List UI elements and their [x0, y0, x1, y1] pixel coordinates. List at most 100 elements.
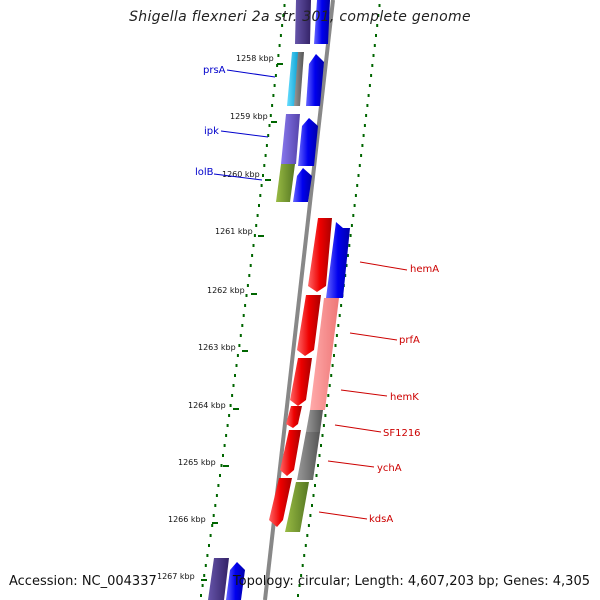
left-guide-rail-dot	[271, 104, 274, 107]
label-leader	[213, 173, 263, 181]
tick-label: 1264 kbp	[188, 401, 226, 410]
gene-block	[295, 0, 311, 44]
label-leader	[349, 332, 398, 341]
left-guide-rail-dot	[214, 504, 217, 507]
right-guide-rail-dot	[367, 94, 370, 97]
left-guide-rail-dot	[279, 34, 282, 37]
right-guide-rail-dot	[328, 384, 331, 387]
gene-label-SF1216[interactable]: SF1216	[383, 428, 421, 439]
right-guide-rail-dot	[311, 504, 313, 507]
left-guide-rail-dot	[209, 534, 212, 537]
gene-block	[285, 482, 309, 532]
right-guide-rail-dot	[370, 74, 373, 77]
left-guide-rail-dot	[256, 214, 259, 217]
right-gene-labels: hemA prfA hemK SF1216 ychA kdsA	[318, 261, 439, 525]
left-guide-rail-dot	[206, 554, 209, 557]
left-guide-rail-dot	[231, 394, 234, 397]
right-guide-rail-dot	[307, 524, 310, 527]
tick-label: 1261 kbp	[215, 227, 253, 236]
left-guide-rail-dot	[241, 324, 244, 327]
gene-block	[297, 432, 320, 480]
right-guide-rail-dot	[345, 264, 348, 267]
gene-block	[226, 562, 245, 600]
right-guide-rail-dot	[315, 474, 318, 477]
gene-label-ychA[interactable]: ychA	[377, 463, 402, 474]
left-guide-rail-dot	[251, 254, 254, 257]
right-guide-rail-dot	[312, 494, 315, 497]
accession-text: Accession: NC_004337	[9, 574, 157, 589]
gene-block	[286, 406, 302, 428]
left-guide-rail-dot	[217, 484, 220, 487]
gene-block	[290, 358, 312, 406]
gene-block	[280, 430, 301, 476]
tick-label: 1259 kbp	[230, 112, 268, 121]
gene-label-kdsA[interactable]: kdsA	[369, 514, 393, 525]
right-guide-rail-dot	[331, 364, 334, 367]
right-guide-rail-dot	[362, 134, 365, 137]
gene-label-ipk[interactable]: ipk	[204, 126, 219, 137]
right-guide-rail-dot	[371, 64, 374, 67]
gene-label-hemA[interactable]: hemA	[410, 264, 439, 275]
right-guide-rail-dot	[372, 54, 375, 57]
left-guide-rail-dot	[282, 14, 285, 17]
tick-label: 1258 kbp	[236, 54, 274, 63]
left-guide-rail-dot	[200, 594, 202, 597]
left-guide-rail-dot	[255, 224, 258, 227]
tick-label: 1267 kbp	[157, 572, 195, 581]
left-guide-rail-dot	[264, 154, 267, 157]
gene-label-lolB[interactable]: lolB	[195, 167, 214, 178]
left-guide-rail-dot	[258, 204, 260, 207]
left-guide-rail-dot	[229, 404, 232, 407]
gene-label-hemK[interactable]: hemK	[390, 392, 419, 403]
right-guide-rail-dot	[334, 344, 337, 347]
gene-block	[306, 410, 323, 432]
right-guide-rail-dot	[303, 554, 306, 557]
right-guide-rail-dot	[373, 44, 376, 47]
left-guide-rail-dot	[220, 464, 223, 467]
right-guide-rail-dot	[357, 174, 360, 177]
label-leader	[318, 511, 368, 520]
tick-label: 1263 kbp	[198, 343, 236, 352]
gene-block	[269, 478, 292, 527]
left-guide-rail-dot	[274, 74, 277, 77]
right-guide-rail-dot	[327, 394, 330, 397]
gene-block	[281, 114, 300, 164]
left-guide-rail-dot	[253, 234, 256, 237]
left-guide-rail-dot	[268, 124, 271, 127]
tick-label: 1266 kbp	[168, 515, 206, 524]
left-guide-rail-dot	[232, 384, 235, 387]
label-leader	[220, 130, 269, 138]
right-guide-rail-dot	[317, 464, 319, 467]
gene-block	[294, 52, 304, 106]
left-guide-rail-dot	[265, 144, 268, 147]
left-guide-rail-dot	[248, 274, 251, 277]
right-guide-rail-dot	[378, 4, 381, 7]
gene-block	[308, 218, 332, 292]
right-guide-rail-dot	[306, 534, 309, 537]
left-guide-rail-dot	[276, 64, 279, 67]
label-leader	[327, 460, 375, 468]
right-guide-rail-dot	[361, 144, 364, 147]
right-guide-rail-dot	[321, 434, 324, 437]
left-guide-rail-dot	[277, 54, 280, 57]
right-guide-rail-dot	[301, 564, 304, 567]
gene-label-prfA[interactable]: prfA	[399, 335, 420, 346]
tick-scale: 1258 kbp 1259 kbp 1260 kbp 1261 kbp 1262…	[157, 54, 283, 581]
gene-label-prsA[interactable]: prsA	[203, 65, 226, 76]
left-guide-rail-dot	[215, 494, 218, 497]
left-guide-rail-dot	[267, 134, 270, 137]
right-guide-rail-dot	[325, 404, 328, 407]
right-guide-rail-dot	[340, 304, 343, 307]
gene-features	[208, 0, 350, 600]
left-guide-rail-dot	[238, 344, 241, 347]
gene-block	[297, 295, 321, 356]
left-guide-rail-dot	[201, 584, 204, 587]
guide-rails	[200, 4, 381, 597]
right-guide-rail-dot	[354, 194, 357, 197]
label-leader	[334, 424, 382, 433]
left-gene-labels: prsA ipk lolB	[195, 65, 276, 181]
gene-block	[326, 222, 350, 298]
right-guide-rail-dot	[318, 454, 321, 457]
right-guide-rail-dot	[338, 314, 341, 317]
right-guide-rail-dot	[330, 374, 333, 377]
